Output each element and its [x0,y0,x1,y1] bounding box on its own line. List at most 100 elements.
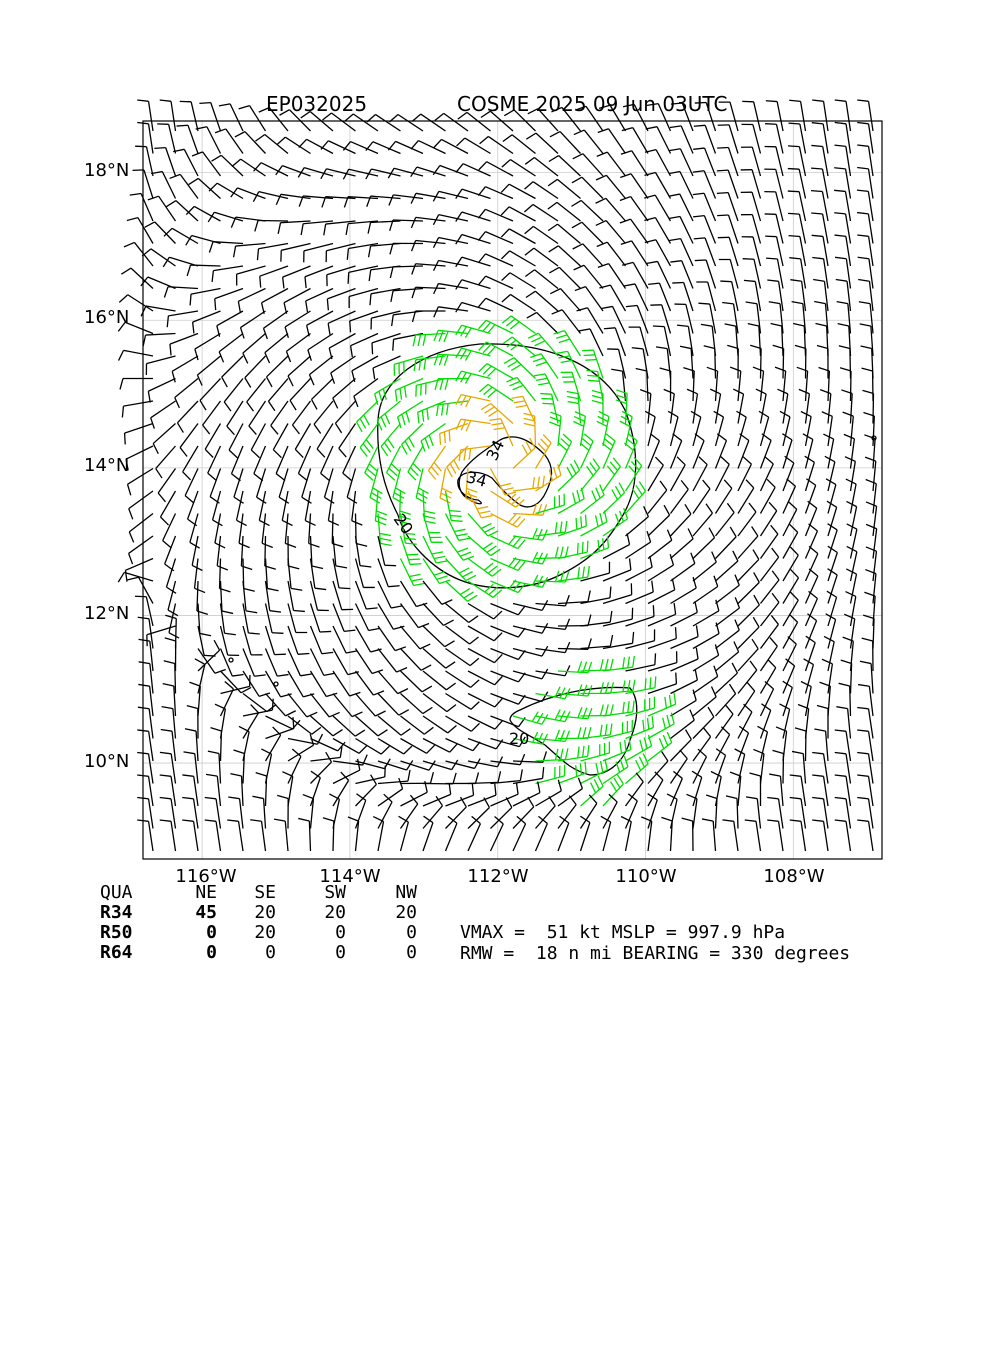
wind-barb [166,559,176,594]
wind-barb [411,217,445,228]
wind-barb [243,671,270,696]
wind-barb [863,390,874,423]
wind-barb [347,469,357,504]
wind-barb [664,389,675,423]
wind-barb [238,289,265,313]
wind-barb [446,514,470,541]
wind-barb [601,816,611,851]
wind-barb [551,107,580,131]
wind-barb [301,221,333,235]
wind-barb [836,707,850,739]
wind-barb [582,350,603,378]
wind-barb [835,752,851,783]
wind-barb [574,130,603,153]
wind-barb [792,302,806,334]
wind-barb [626,697,655,716]
wind-barb [820,390,831,424]
wind-barb [305,266,333,288]
wind-barb [761,704,771,739]
wind-barb [671,750,688,784]
wind-barb [766,101,783,131]
wind-barb [857,235,873,266]
wind-barb [790,775,806,806]
row-label-r64: R64 [100,943,133,963]
wind-barb [738,639,758,671]
wind-barb [558,615,591,626]
wind-barb [221,626,240,655]
wind-barb [769,774,783,806]
contour-small-loop [229,658,233,662]
wind-barb [139,639,153,671]
wind-barb [230,774,243,806]
wind-barb [603,583,632,603]
wind-barb [189,178,221,198]
wind-barb [266,727,281,761]
wind-barb [835,235,851,266]
wind-barb [766,258,783,288]
wind-barb [182,820,198,851]
wind-barb [603,656,634,671]
wind-barb [806,591,818,626]
wind-barb [309,356,333,385]
wind-barb [717,193,738,221]
wind-barb [792,751,805,783]
wind-barb [839,683,851,716]
wind-barb [598,264,626,289]
lat-label-18n: 18°N [84,160,129,181]
wind-barb [775,367,786,401]
wind-barb [401,559,425,586]
wind-barb [603,608,633,626]
wind-barb [456,419,490,431]
wind-barb [285,514,296,548]
wind-barb [626,773,644,806]
wind-barb [789,123,806,153]
wind-barb [456,325,491,338]
wind-barb [398,401,423,428]
wind-barb [620,197,648,221]
wind-barb [738,682,755,716]
wind-barb [835,257,850,288]
wind-barb [862,368,873,401]
wind-barb [161,491,176,525]
wind-barb [806,524,818,559]
wind-barb [327,289,355,311]
wind-barb [513,692,548,702]
wind-barb [446,772,479,783]
wind-barb [388,141,423,153]
wind-barb [777,389,787,423]
wind-barb [513,797,534,828]
wind-barb [401,781,428,806]
r64-ne: 0 [157,943,217,963]
wind-barb [861,346,873,378]
wind-barb [356,559,375,588]
wind-barb [390,243,423,254]
wind-barb [669,149,693,176]
wind-barb [816,324,828,356]
wind-barb [812,775,828,806]
wind-barb [790,820,806,851]
wind-barb [311,739,346,751]
wind-barb [446,716,480,731]
wind-barb [378,514,392,546]
wind-barb [549,412,561,446]
wind-barb [536,435,552,469]
wind-barb [356,649,383,674]
wind-barb [288,559,302,591]
wind-barb [266,649,289,677]
lat-label-16n: 16°N [84,307,129,328]
wind-barb [717,170,738,198]
wind-barb [626,629,655,648]
wind-barb [579,329,603,356]
wind-barb [738,726,749,761]
wind-barb [621,241,648,266]
wind-barb [288,604,307,633]
wind-barb [423,739,457,753]
wind-barb [803,434,813,469]
wind-barb-map: 20 34 34 20 [0,0,1000,1000]
wind-barb [661,817,672,851]
wind-radii-table: QUA NE SE SW NW R34 45 20 20 20 R50 0 20… [0,883,440,973]
wind-barb [748,324,761,356]
wind-barb [644,195,670,221]
wind-barb [812,235,828,266]
wind-barb [446,759,481,769]
